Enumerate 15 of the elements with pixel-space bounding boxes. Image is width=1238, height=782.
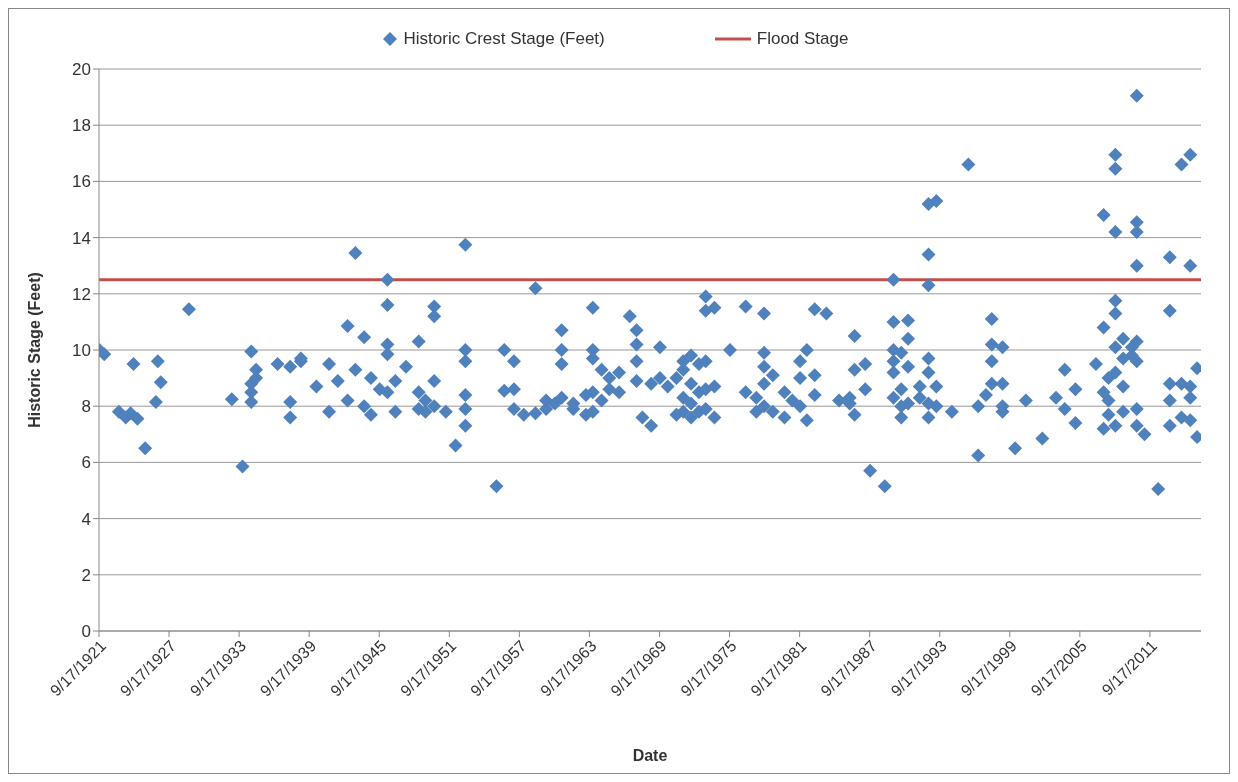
y-tick-label: 18 — [72, 116, 91, 136]
y-tick-label: 2 — [81, 565, 91, 585]
y-tick-label: 16 — [72, 172, 91, 192]
y-tick-label: 8 — [81, 397, 91, 417]
y-axis-title: Historic Stage (Feet) — [25, 272, 43, 428]
y-tick-label: 10 — [72, 341, 91, 361]
y-tick-label: 6 — [81, 453, 91, 473]
y-tick-label: 14 — [72, 228, 91, 248]
legend-label: Historic Crest Stage (Feet) — [403, 29, 605, 49]
y-tick-label: 0 — [81, 622, 91, 642]
y-tick-label: 4 — [81, 509, 91, 529]
y-tick-label: 12 — [72, 284, 91, 304]
y-tick-label: 20 — [72, 60, 91, 80]
legend-label: Flood Stage — [756, 29, 849, 49]
x-axis-title: Date — [632, 747, 668, 764]
